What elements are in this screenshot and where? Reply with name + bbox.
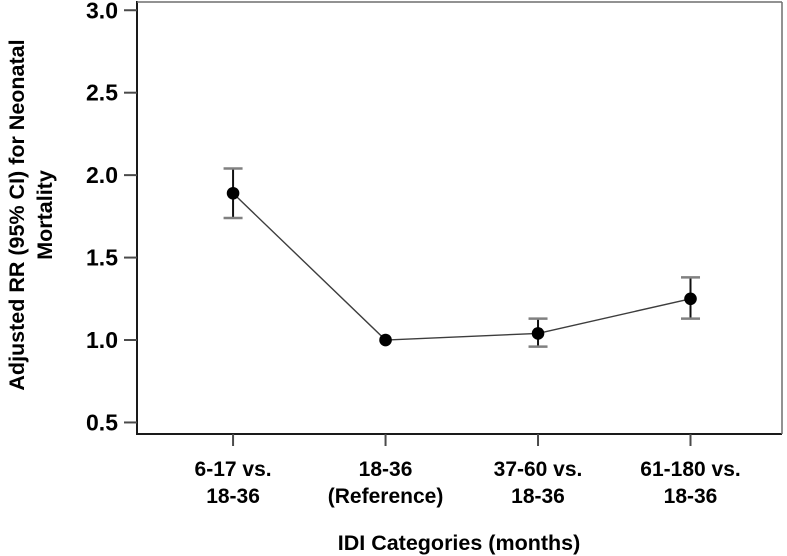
y-tick-label: 1.0 [86, 327, 118, 353]
y-tick-label: 2.0 [86, 162, 118, 188]
series-line [232, 192, 691, 341]
x-category-label: 18-36 (Reference) [328, 458, 444, 508]
y-tick-label: 2.5 [86, 80, 118, 106]
y-tick-label: 0.5 [86, 409, 118, 435]
x-axis-title: IDI Categories (months) [338, 531, 581, 555]
y-axis-title-line1: Adjusted RR (95% CI) for Neonatal [5, 39, 29, 390]
y-tick-label: 3.0 [86, 0, 118, 23]
data-point [379, 333, 392, 347]
data-point [531, 327, 545, 340]
y-axis-title-line2: Mortality [33, 170, 57, 260]
x-category-label: 37-60 vs. 18-36 [494, 458, 583, 508]
plot-marks: 0.5 1.0 1.5 2.0 2.5 3.0 6-17 vs. 18-36 18-36 (Ref… [86, 0, 783, 508]
x-category-label: 6-17 vs. 18-36 [195, 458, 272, 508]
x-category-label: 61-180 vs. 18-36 [640, 458, 740, 508]
y-tick-label: 1.5 [86, 245, 118, 271]
data-point [684, 292, 697, 306]
data-point [226, 186, 240, 200]
